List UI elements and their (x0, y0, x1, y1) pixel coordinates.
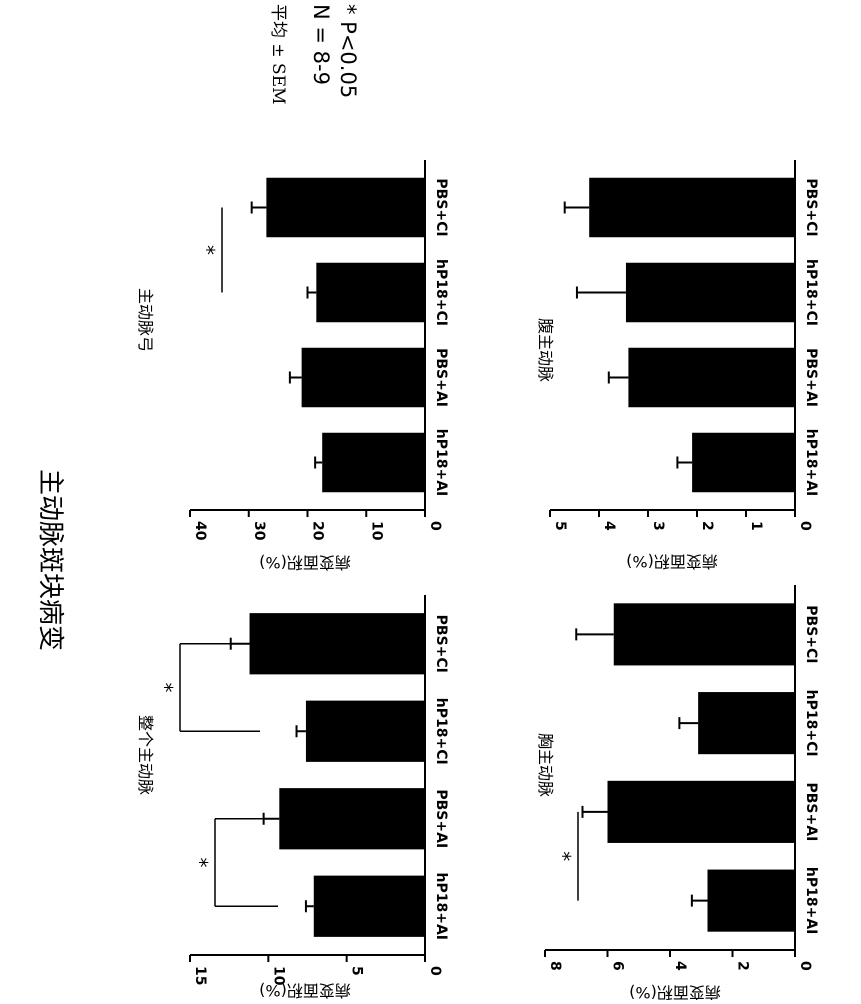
panel-abdominal-aorta: 0 1 2 3 4 5 PBS+CI hP18+CI PBS+AI hP18+AI (549, 160, 819, 531)
stats-mean-sem: 平均 ± SEM (268, 4, 288, 105)
category-label: PBS+AI (803, 782, 819, 841)
panel-thoracic-aorta: 0 2 4 6 8 PBS+CI hP18+CI PBS+AI hP18+AI * (544, 585, 819, 971)
bar (613, 603, 795, 666)
category-label: hP18+AI (433, 429, 449, 496)
category-label: PBS+CI (433, 615, 449, 673)
value-tick-label: 30 (251, 521, 267, 541)
panel-aortic-arch: 0 10 20 30 40 PBS+CI hP18+CI PBS+AI hP18+AI * (189, 160, 449, 541)
category-label: PBS+AI (433, 348, 449, 407)
main-title: 主动脉斑块病变 (35, 469, 65, 651)
bar (628, 347, 795, 408)
value-tick-label: 4 (672, 961, 688, 971)
value-tick-label: 5 (349, 966, 365, 976)
bar (698, 692, 795, 755)
bar (305, 700, 425, 762)
panel-title-aortic-arch: 主动脉弓 (136, 288, 155, 352)
value-tick-label: 2 (699, 521, 715, 531)
bar (301, 347, 425, 408)
category-label: hP18+AI (803, 429, 819, 496)
value-tick-label: 6 (610, 961, 626, 971)
ylabel-aortic-arch: 病变面积(%) (259, 553, 351, 572)
value-tick-label: 8 (547, 961, 563, 971)
bar (266, 177, 425, 238)
significance-star: * (153, 683, 177, 693)
category-label: hP18+AI (803, 867, 819, 934)
panel-whole-aorta: 0 5 10 15 PBS+CI hP18+CI PBS+AI hP18+AI * * (153, 595, 449, 986)
bar (313, 875, 425, 937)
stats-note: 平均 ± SEM N = 8-9 * P<0.05 (268, 4, 360, 105)
value-tick-label: 10 (270, 966, 286, 986)
category-label: hP18+CI (803, 690, 819, 757)
stats-n: N = 8-9 (309, 4, 333, 85)
bar (249, 613, 425, 675)
value-tick-label: 0 (797, 961, 813, 971)
bar (625, 262, 795, 323)
bar (316, 262, 425, 323)
category-label: PBS+AI (433, 789, 449, 848)
bar (707, 869, 795, 932)
value-tick-label: 10 (368, 521, 384, 541)
panel-title-whole-aorta: 整个主动脉 (136, 715, 155, 795)
panel-title-thoracic-aorta: 胸主动脉 (536, 733, 555, 797)
bar (279, 788, 425, 850)
value-tick-label: 0 (427, 521, 443, 531)
significance-star: * (195, 245, 219, 255)
ylabel-whole-aorta: 病变面积(%) (259, 981, 351, 1000)
bar (607, 780, 795, 843)
significance-star: * (551, 851, 575, 861)
value-tick-label: 1 (748, 521, 764, 531)
category-label: PBS+AI (803, 348, 819, 407)
category-label: hP18+AI (433, 873, 449, 940)
panel-title-abdominal-aorta: 腹主动脉 (536, 318, 555, 382)
value-tick-label: 4 (601, 521, 617, 531)
value-tick-label: 0 (797, 521, 813, 531)
value-tick-label: 15 (192, 966, 208, 985)
value-tick-label: 2 (735, 961, 751, 971)
category-label: hP18+CI (433, 259, 449, 326)
value-tick-label: 0 (427, 966, 443, 976)
category-label: PBS+CI (803, 605, 819, 663)
value-tick-label: 3 (650, 521, 666, 531)
value-tick-label: 20 (310, 521, 326, 541)
category-label: PBS+CI (433, 178, 449, 236)
category-label: hP18+CI (803, 259, 819, 326)
bar (692, 432, 795, 493)
stats-p: * P<0.05 (336, 4, 360, 98)
bar (589, 177, 795, 238)
value-tick-label: 40 (192, 521, 208, 541)
category-label: PBS+CI (803, 178, 819, 236)
bar (322, 432, 425, 493)
category-label: hP18+CI (433, 698, 449, 765)
significance-star: * (188, 858, 212, 868)
value-tick-label: 5 (552, 521, 568, 531)
ylabel-abdominal-aorta: 病变面积(%) (626, 552, 718, 571)
ylabel-thoracic-aorta: 病变面积(%) (629, 983, 721, 1000)
